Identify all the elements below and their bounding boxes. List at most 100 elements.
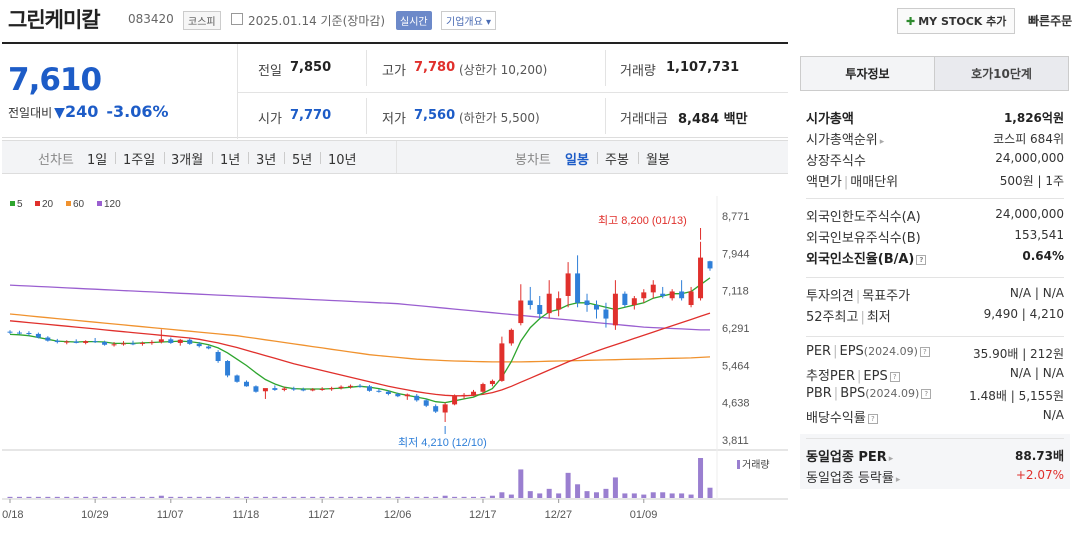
quick-order-link[interactable]: 빠른주문 <box>1028 14 1073 28</box>
volume-bar <box>149 496 155 498</box>
candle-body <box>508 329 514 344</box>
arrow-icon[interactable]: ▸ <box>888 454 894 464</box>
info-label-text: 액면가 <box>806 175 842 190</box>
volume-bar <box>215 496 221 498</box>
info-label: 외국인한도주식수(A) <box>806 206 921 225</box>
volume-bar <box>348 496 354 498</box>
help-icon[interactable]: ? <box>921 388 932 399</box>
candle-body <box>537 305 543 315</box>
info-label-text: 투자의견 <box>806 289 854 304</box>
stock-code: 083420 <box>128 12 174 26</box>
legend-label: 5 <box>17 199 23 210</box>
high-value: 7,780 <box>414 60 456 75</box>
candle-body <box>471 391 477 395</box>
tab-3year[interactable]: 3년 <box>256 153 277 168</box>
help-icon[interactable]: ? <box>867 413 878 424</box>
candle-body <box>461 394 467 397</box>
high-annotation: 최고 8,200 (01/13) <box>598 214 687 227</box>
low-value: 7,560 <box>414 108 456 123</box>
info-value: 24,000,000 <box>995 151 1064 165</box>
volume-bar <box>518 469 524 498</box>
info-label: 상장주식수 <box>806 150 866 169</box>
tab-separator <box>320 152 321 164</box>
current-price: 7,610 <box>8 62 102 98</box>
info-label-text: 동일업종 PER <box>806 450 887 465</box>
volume-bar <box>26 496 32 498</box>
candle-body <box>480 384 486 392</box>
chart-svg: 5 20 60 120 8,771 7,944 7,118 6,291 5,464 4,638 3,… <box>0 196 788 521</box>
candle-body <box>385 391 391 394</box>
info-label-text: 추정PER <box>806 369 856 384</box>
realtime-button[interactable]: 실시간 <box>396 11 432 30</box>
info-label-text: 매매단위 <box>850 175 899 190</box>
volume-bar <box>121 496 127 498</box>
tab-10year[interactable]: 10년 <box>328 153 357 168</box>
volume-bar <box>35 496 41 498</box>
group-divider <box>806 198 1064 199</box>
candle-body <box>329 388 335 390</box>
candle-body <box>102 342 108 345</box>
help-icon[interactable]: ? <box>916 254 927 265</box>
tab-investment-info[interactable]: 투자정보 <box>800 56 935 91</box>
help-icon[interactable]: ? <box>919 346 930 357</box>
arrow-icon[interactable]: ▸ <box>895 475 901 485</box>
add-mystock-button[interactable]: ✚ MY STOCK 추가 <box>897 8 1016 34</box>
volume-bar <box>631 493 637 498</box>
arrow-icon[interactable]: ▸ <box>879 137 885 147</box>
volume-bar <box>338 496 344 498</box>
candle-body <box>442 404 448 413</box>
tab-3month[interactable]: 3개월 <box>171 153 204 168</box>
y-tick-label: 7,944 <box>722 248 750 260</box>
tab-1week[interactable]: 1주일 <box>123 153 156 168</box>
candle-body <box>338 386 344 389</box>
candle-body <box>253 386 259 392</box>
candle-body <box>64 341 70 343</box>
volume-bar <box>641 494 647 498</box>
candle-chart-label: 봉차트 <box>515 153 551 168</box>
open-label: 시가 <box>258 112 282 127</box>
change-line: 전일대비 ▼240 -3.06% <box>8 102 169 121</box>
candle-body <box>641 292 647 299</box>
tab-weekly[interactable]: 주봉 <box>605 153 629 168</box>
x-tick-label: 12/27 <box>545 509 573 521</box>
volume-bar <box>102 496 108 498</box>
volume-bar <box>64 496 70 498</box>
x-tick-label: 10/18 <box>2 509 24 521</box>
ma-line-ma5 <box>9 277 711 404</box>
candle-body <box>660 293 666 296</box>
volume-bar <box>225 496 231 498</box>
info-value: 35.90배 | 212원 <box>972 347 1064 361</box>
volume-label: 거래량 <box>742 459 770 471</box>
volume-bar <box>584 491 590 498</box>
volume-bar <box>234 496 240 498</box>
legend-swatch <box>66 201 71 206</box>
tab-1year[interactable]: 1년 <box>220 153 241 168</box>
x-tick-label: 12/06 <box>384 509 412 521</box>
tab-orderbook[interactable]: 호가10단계 <box>934 56 1069 91</box>
tab-daily[interactable]: 일봉 <box>565 153 589 168</box>
volume-bar <box>527 491 533 498</box>
info-value: 24,000,000 <box>995 207 1064 221</box>
volume-bar <box>537 493 543 498</box>
volume-bar <box>357 496 363 498</box>
volume-bar <box>707 487 713 498</box>
candle-body <box>622 293 628 306</box>
tab-5year[interactable]: 5년 <box>292 153 313 168</box>
volume-bar <box>565 472 571 498</box>
volume-bar <box>688 494 694 498</box>
help-icon[interactable]: ? <box>889 371 900 382</box>
candle-body <box>92 341 98 343</box>
volume-bar <box>253 496 259 498</box>
volume-bar <box>650 492 656 498</box>
label-separator: | <box>857 369 862 384</box>
label-separator: | <box>855 289 861 304</box>
candle-body <box>612 293 618 326</box>
volume-bar <box>310 496 316 498</box>
amount-value: 8,484 백만 <box>678 112 748 127</box>
volume-bar <box>698 458 704 498</box>
tab-1day[interactable]: 1일 <box>87 153 108 168</box>
company-overview-dropdown[interactable]: 기업개요 ▾ <box>441 11 496 30</box>
tab-monthly[interactable]: 월봉 <box>646 153 670 168</box>
info-label-text: 시가총액 <box>806 112 854 127</box>
volume-bar <box>660 492 666 498</box>
